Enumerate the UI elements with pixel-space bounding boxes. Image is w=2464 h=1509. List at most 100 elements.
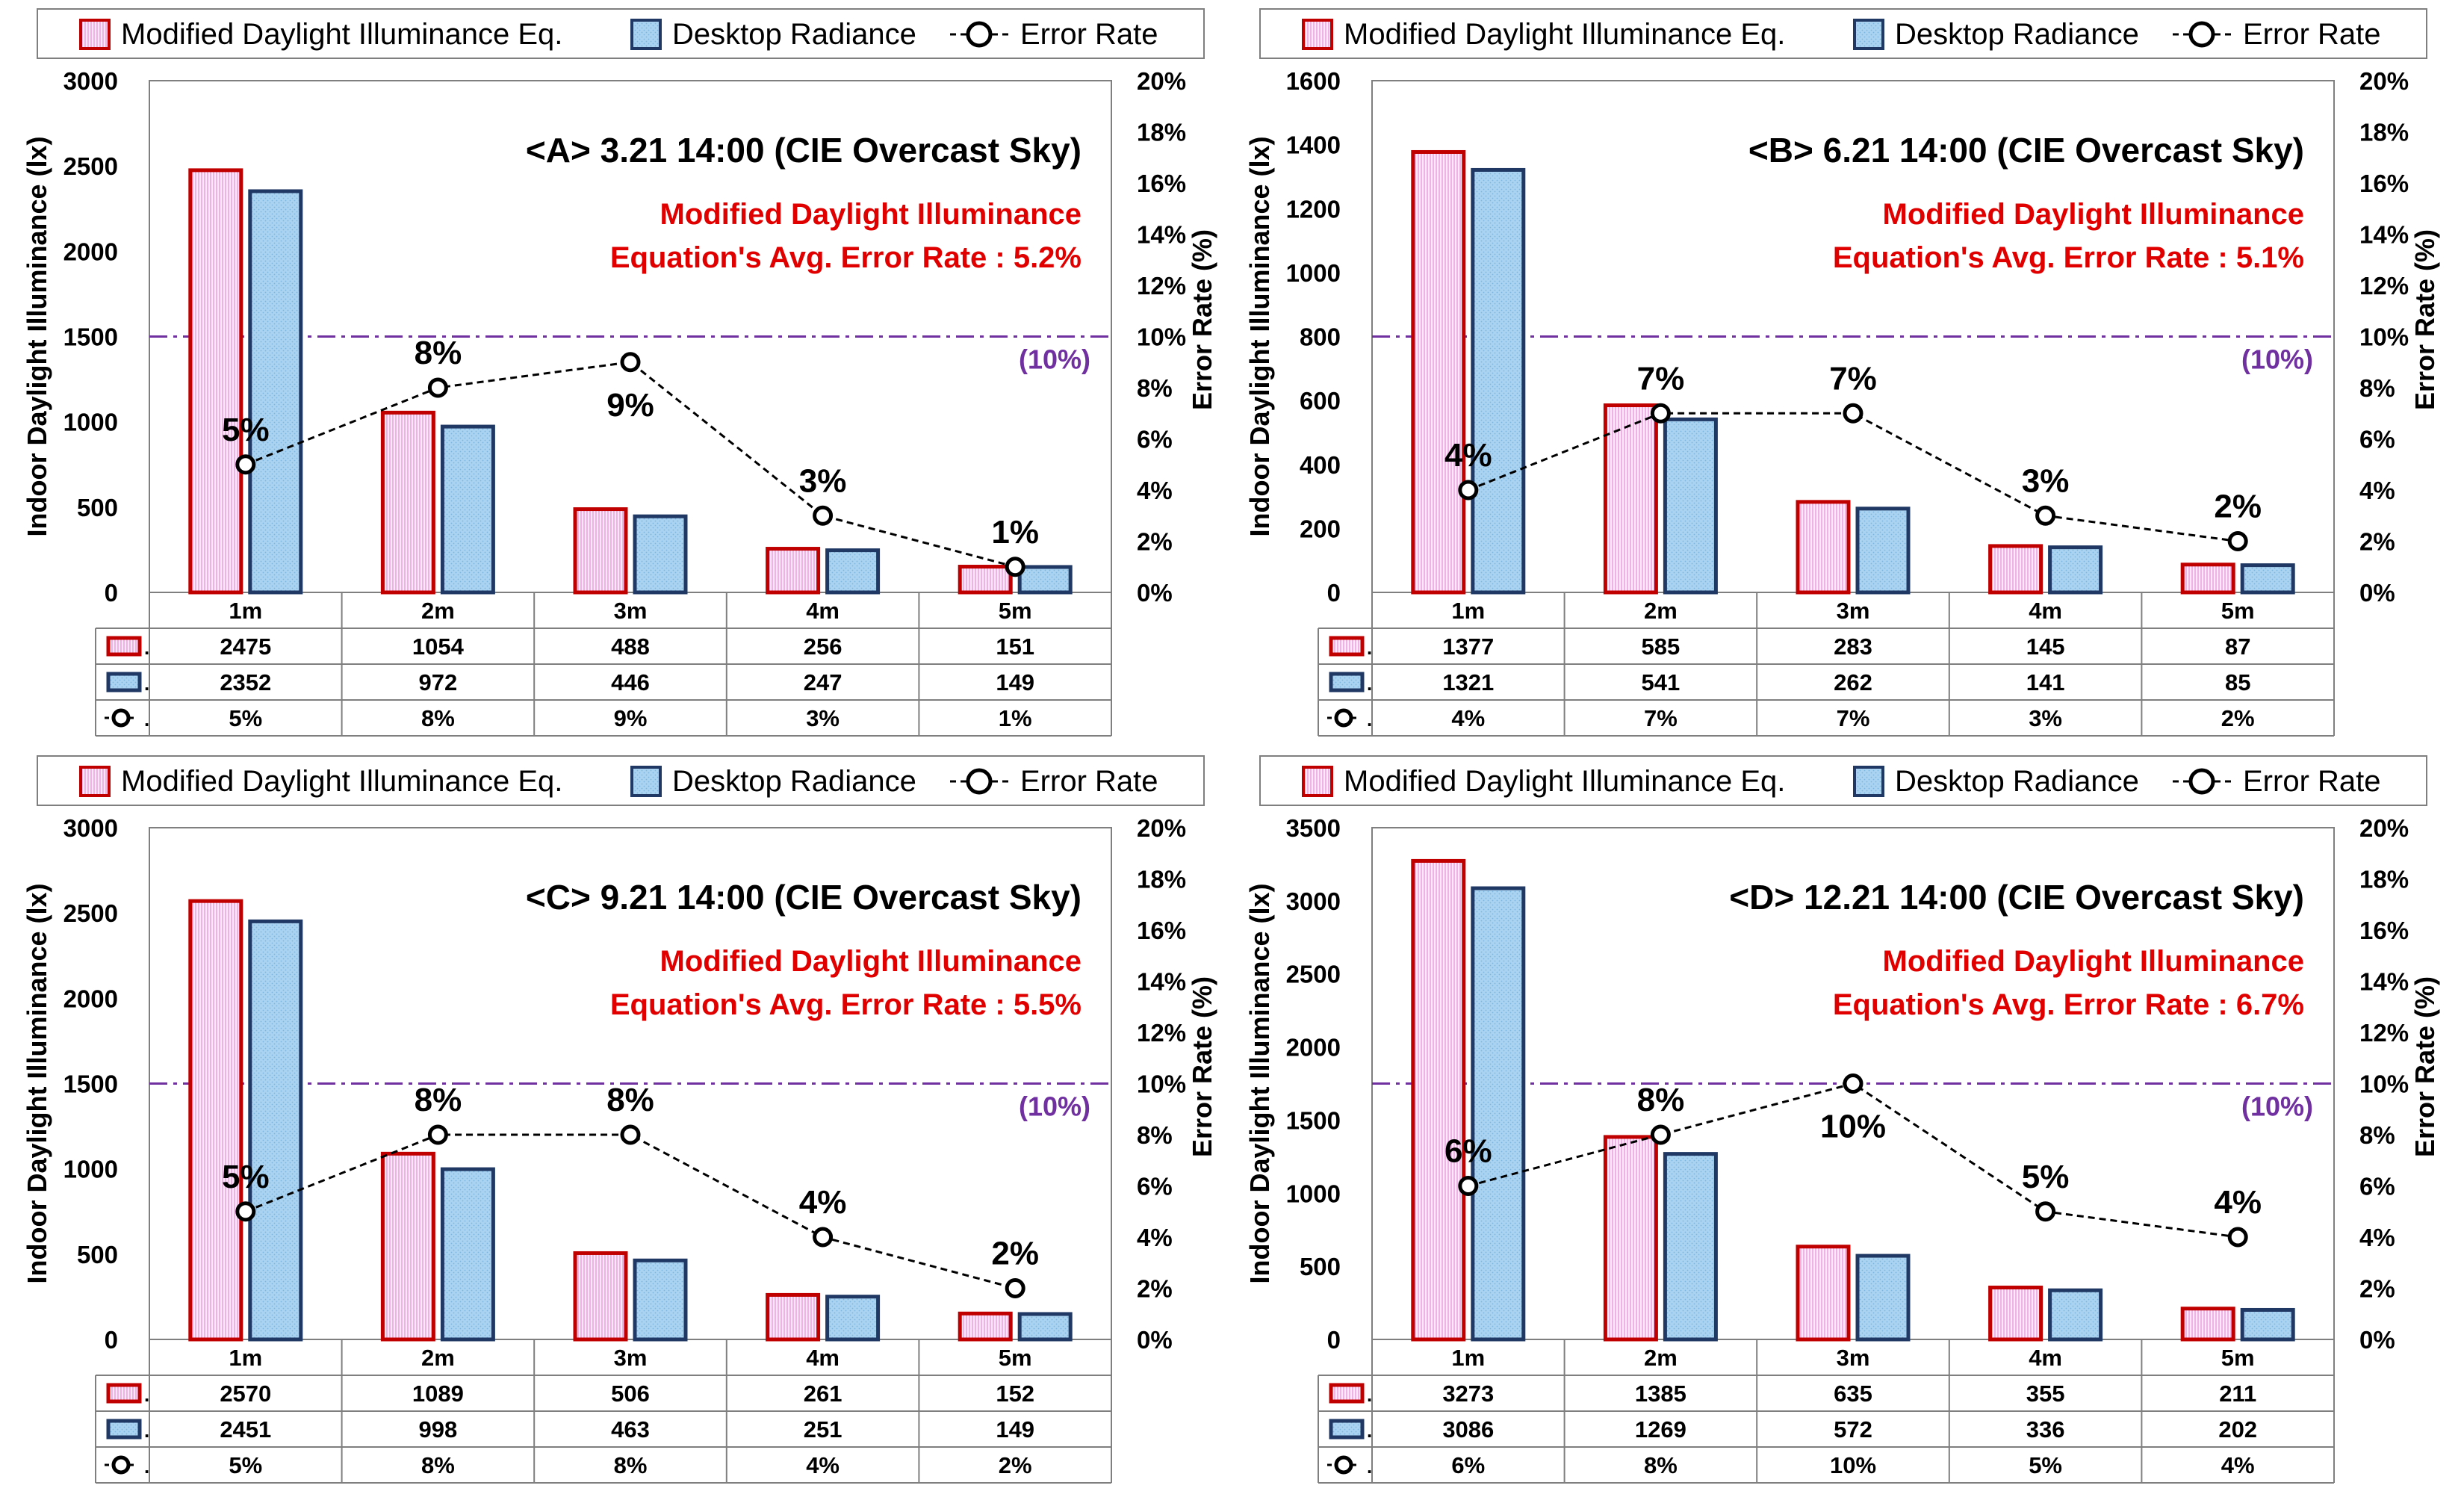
table-cell-error: 5% (229, 705, 262, 731)
table-cell-modified: 87 (2225, 633, 2250, 660)
y2-tick-label: 16% (1137, 917, 1186, 944)
bar-desktop (2048, 1288, 2103, 1342)
y2-tick-label: 12% (2359, 272, 2409, 300)
error-rate-label: 4% (2214, 1184, 2262, 1221)
y-axis-title: Indoor Daylight Illuminance (lx) (1244, 883, 1275, 1283)
table-cell-modified: 151 (996, 633, 1034, 660)
table-cell-error: 8% (421, 705, 455, 731)
threshold-label: (10%) (2241, 1091, 2313, 1122)
y2-tick-label: 10% (1137, 1070, 1186, 1098)
chart-title: <A> 3.21 14:00 (CIE Overcast Sky) (526, 131, 1082, 170)
bar-modified (188, 899, 243, 1342)
table-key-dot: . (1367, 1383, 1372, 1406)
error-rate-label: 1% (991, 514, 1039, 551)
y-tick-label: 2000 (1286, 1034, 1341, 1062)
bar-desktop (1663, 417, 1718, 595)
table-cell-modified: 1054 (412, 633, 465, 660)
bar-desktop (1017, 565, 1073, 595)
legend-error-marker (2188, 768, 2215, 795)
table-key-error (111, 1455, 131, 1475)
legend-error-marker (966, 768, 993, 795)
y2-axis-title: Error Rate (%) (1187, 976, 1217, 1157)
x-tick-label: 5m (2221, 1345, 2255, 1371)
bar-desktop (2240, 1307, 2295, 1342)
table-key-dot: . (144, 636, 149, 659)
error-rate-point (620, 1124, 641, 1145)
table-cell-modified: 1385 (1635, 1381, 1686, 1407)
bar-desktop (1855, 506, 1911, 595)
y2-tick-label: 6% (1137, 1173, 1173, 1200)
table-cell-desktop: 1269 (1635, 1416, 1686, 1443)
table-key-modified (1329, 636, 1365, 657)
table-cell-modified: 2475 (220, 633, 271, 660)
y-tick-label: 400 (1300, 451, 1341, 479)
table-cell-error: 3% (2029, 705, 2062, 731)
table-cell-error: 5% (2029, 1452, 2062, 1478)
bar-desktop (825, 548, 881, 595)
legend-error-label: Error Rate (1020, 765, 1158, 798)
x-tick-label: 3m (1837, 1345, 1870, 1371)
table-cell-modified: 1377 (1442, 633, 1494, 660)
y2-tick-label: 0% (1137, 579, 1173, 607)
bar-desktop (825, 1295, 881, 1342)
table-cell-modified: 585 (1642, 633, 1681, 660)
y-tick-label: 1500 (63, 1070, 118, 1098)
bar-modified (380, 410, 435, 595)
bar-modified (1796, 500, 1851, 595)
x-tick-label: 1m (1451, 1345, 1485, 1371)
legend-desktop-label: Desktop Radiance (672, 18, 916, 51)
y-tick-label: 1400 (1286, 131, 1341, 159)
y2-tick-label: 8% (2359, 1121, 2395, 1149)
error-rate-point (235, 454, 256, 475)
table-key-dot: . (1367, 636, 1372, 659)
bar-modified (573, 1251, 628, 1342)
table-cell-modified: 283 (1834, 633, 1872, 660)
table-cell-error: 4% (1451, 705, 1485, 731)
error-rate-label: 2% (991, 1236, 1039, 1272)
error-rate-label: 5% (2022, 1159, 2070, 1195)
legend-modified-label: Modified Daylight Illuminance Eq. (121, 18, 562, 51)
y-tick-label: 500 (1300, 1253, 1341, 1280)
error-rate-label: 5% (222, 412, 270, 448)
x-tick-label: 4m (2029, 598, 2062, 624)
table-key-dot: . (144, 672, 149, 695)
y2-tick-label: 6% (2359, 426, 2395, 453)
y2-axis-title: Error Rate (%) (1187, 229, 1217, 410)
y-tick-label: 3000 (1286, 887, 1341, 915)
table-cell-desktop: 149 (996, 1416, 1034, 1443)
table-cell-error: 5% (229, 1452, 262, 1478)
error-rate-point (427, 377, 448, 398)
table-cell-desktop: 336 (2026, 1416, 2065, 1443)
y2-tick-label: 20% (1137, 814, 1186, 842)
x-tick-label: 4m (806, 598, 840, 624)
error-rate-label: 8% (415, 1082, 462, 1118)
bar-modified (958, 1311, 1013, 1342)
bar-modified (766, 1292, 821, 1342)
y-tick-label: 0 (1327, 579, 1341, 607)
error-rate-label: 8% (606, 1082, 654, 1118)
annotation-line-1: Modified Daylight Illuminance (1883, 198, 2305, 231)
table-cell-desktop: 141 (2026, 669, 2065, 695)
y-tick-label: 1500 (1286, 1106, 1341, 1134)
legend-error-marker (2188, 21, 2215, 48)
legend-box (37, 755, 1205, 806)
y2-tick-label: 14% (1137, 968, 1186, 996)
legend-desktop-swatch (630, 766, 662, 797)
legend-error-label: Error Rate (2243, 765, 2381, 798)
bar-modified (1603, 403, 1658, 595)
table-cell-error: 9% (614, 705, 648, 731)
table-cell-desktop: 1321 (1442, 669, 1494, 695)
y2-tick-label: 20% (2359, 67, 2409, 95)
y2-tick-label: 14% (2359, 221, 2409, 249)
annotation-line-1: Modified Daylight Illuminance (660, 945, 1082, 978)
y2-axis-title: Error Rate (%) (2409, 229, 2440, 410)
chart-panel-0: Modified Daylight Illuminance Eq. Desktop… (22, 8, 1217, 737)
table-cell-desktop: 262 (1834, 669, 1872, 695)
legend-modified-label: Modified Daylight Illuminance Eq. (1344, 18, 1785, 51)
y-tick-label: 2000 (63, 238, 118, 265)
bar-modified (1411, 149, 1466, 595)
y-tick-label: 0 (105, 1326, 118, 1354)
threshold-label: (10%) (1019, 1091, 1090, 1122)
legend-modified-label: Modified Daylight Illuminance Eq. (121, 765, 562, 798)
bar-modified (573, 507, 628, 595)
